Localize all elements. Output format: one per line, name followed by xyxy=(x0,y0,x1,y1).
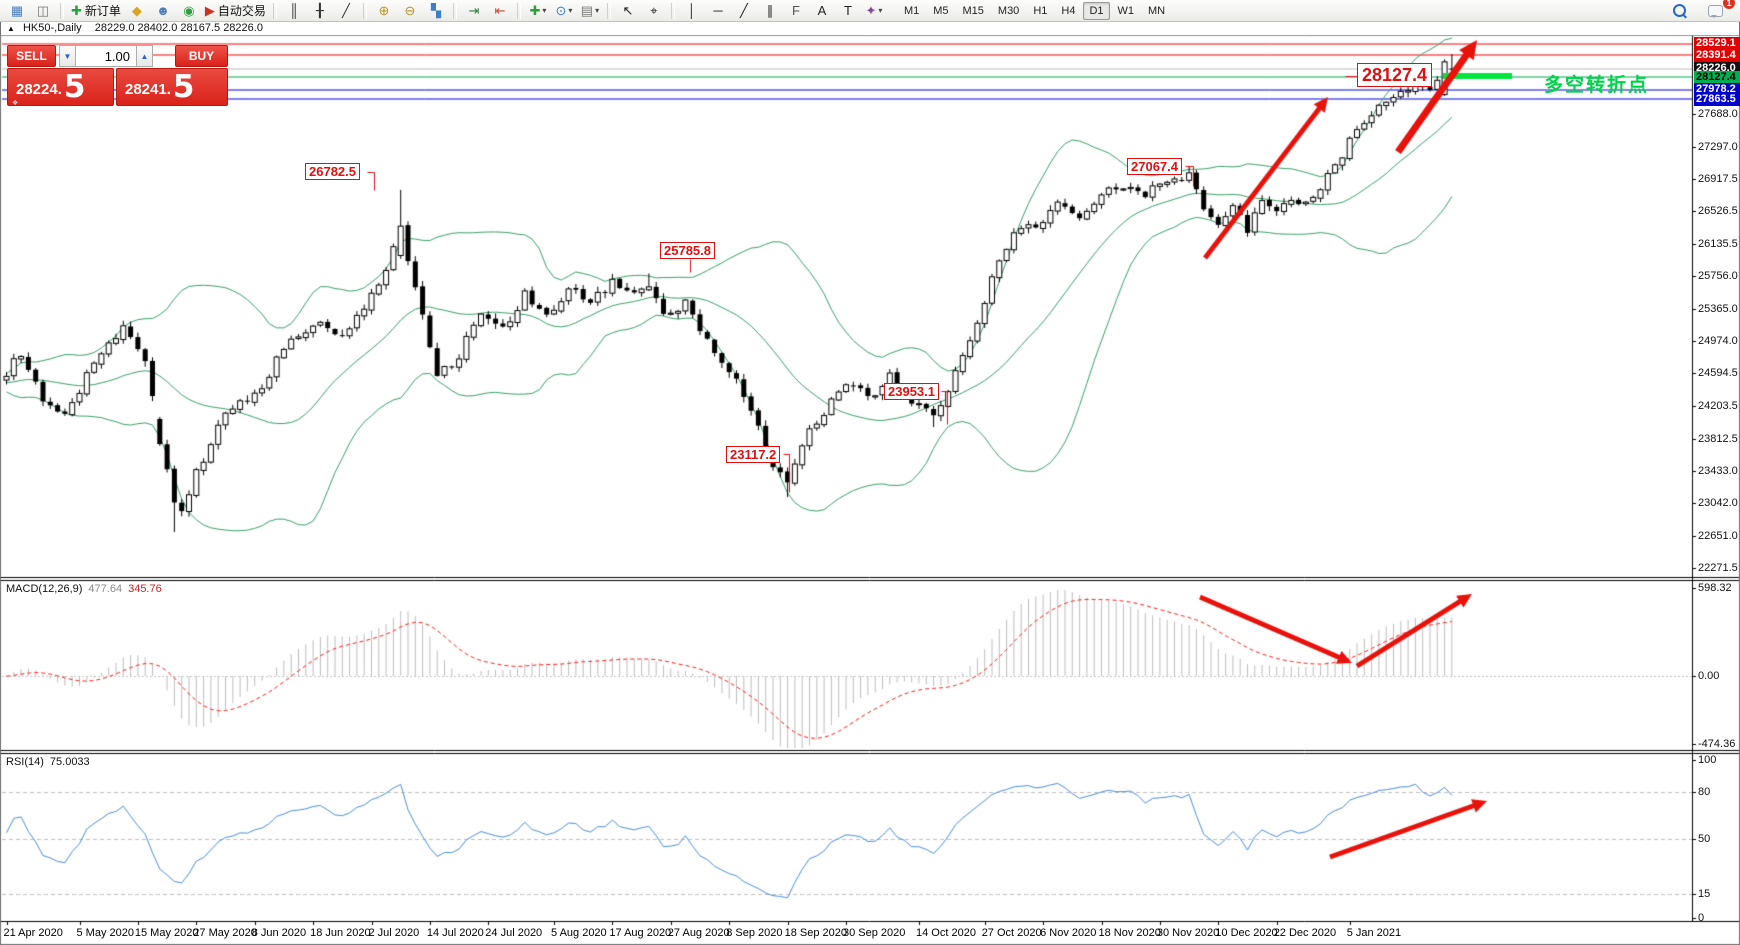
buy-button[interactable]: BUY xyxy=(175,45,228,67)
rsi-indicator-label: RSI(14) 75.0033 xyxy=(6,756,90,768)
date-axis-label: 5 Aug 2020 xyxy=(551,927,607,939)
date-axis-label: 22 Dec 2020 xyxy=(1273,927,1337,939)
price-axis-tick: 25756.0 xyxy=(1698,269,1738,282)
date-axis-label: 27 Aug 2020 xyxy=(667,927,730,939)
sell-button-label: SELL xyxy=(16,49,47,63)
volume-value: 1.00 xyxy=(104,48,130,64)
date-axis-label: 30 Nov 2020 xyxy=(1156,927,1220,939)
macd-indicator-label: MACD(12,26,9) 477.64 345.76 xyxy=(6,583,162,595)
date-axis-label: 18 Jun 2020 xyxy=(310,927,371,939)
date-axis-label: 14 Jul 2020 xyxy=(426,927,484,939)
price-axis-tick: 23042.0 xyxy=(1698,497,1738,510)
rsi-axis-tick: 15 xyxy=(1698,888,1711,900)
price-annotation[interactable]: 25785.8 xyxy=(660,242,715,259)
sell-price-dot: . xyxy=(57,81,62,98)
price-axis-tick: 24203.5 xyxy=(1698,400,1738,413)
date-axis-label: 8 Sep 2020 xyxy=(726,927,783,939)
date-axis-label: 21 Apr 2020 xyxy=(3,927,63,939)
date-axis-label: 30 Sep 2020 xyxy=(843,927,906,939)
chart-title-bar[interactable]: ▲ HK50-,Daily 28229.0 28402.0 28167.5 28… xyxy=(1,22,1739,35)
price-axis-tick: 22271.5 xyxy=(1698,562,1738,574)
date-axis-label: 14 Oct 2020 xyxy=(916,927,976,939)
date-axis-label: 2 Jul 2020 xyxy=(368,927,420,939)
macd-axis-tick: 0.00 xyxy=(1698,670,1720,682)
panel-drag-handle-icon[interactable]: ❖ xyxy=(12,100,19,107)
price-axis-tick: 27688.0 xyxy=(1698,108,1738,120)
bull-bear-pivot-text[interactable]: 多空转折点 xyxy=(1544,75,1650,96)
rsi-axis-tick: 0 xyxy=(1698,912,1705,924)
price-axis-tick: 24974.0 xyxy=(1698,335,1738,348)
price-axis-tick: 22651.0 xyxy=(1698,530,1738,543)
price-annotation[interactable]: 26782.5 xyxy=(305,163,360,180)
buy-price-main: 28241 xyxy=(125,81,167,98)
volume-stepper: ▼ 1.00 ▲ xyxy=(59,45,153,67)
price-level-badge: 27863.5 xyxy=(1694,92,1740,106)
price-annotation[interactable]: 23953.1 xyxy=(884,383,939,400)
price-axis-tick: 25365.0 xyxy=(1698,302,1738,315)
sell-price-display[interactable]: 28224 . 5 xyxy=(7,68,114,106)
chart-symbol-period: HK50-,Daily xyxy=(22,22,82,34)
date-axis-label: 17 Aug 2020 xyxy=(609,927,672,939)
date-axis-label: 18 Sep 2020 xyxy=(784,927,847,939)
macd-axis-tick: -474.36 xyxy=(1698,738,1736,750)
price-axis-tick: 23812.5 xyxy=(1698,432,1738,445)
rsi-axis-tick: 50 xyxy=(1698,833,1711,845)
price-annotation[interactable]: 28127.4 xyxy=(1357,63,1433,87)
price-axis-tick: 27297.0 xyxy=(1698,140,1738,153)
date-axis-label: 24 Jul 2020 xyxy=(485,927,543,939)
buy-price-pips: 5 xyxy=(172,69,195,105)
macd-axis-tick: 598.32 xyxy=(1698,582,1732,594)
price-axis-tick: 26135.5 xyxy=(1698,238,1738,251)
spin-up-icon: ▲ xyxy=(140,51,149,61)
rsi-name: RSI(14) xyxy=(6,756,44,768)
date-axis-label: 5 May 2020 xyxy=(76,927,134,939)
macd-signal-value: 345.76 xyxy=(128,583,162,595)
buy-button-label: BUY xyxy=(188,49,215,63)
date-axis-label: 27 May 2020 xyxy=(193,927,257,939)
spin-down-icon: ▼ xyxy=(63,51,72,61)
sell-price-pips: 5 xyxy=(63,69,86,105)
sell-button[interactable]: SELL xyxy=(7,45,56,67)
buy-price-display[interactable]: 28241 . 5 xyxy=(116,68,228,106)
macd-name: MACD(12,26,9) xyxy=(6,583,83,595)
price-axis-tick: 24594.5 xyxy=(1698,367,1738,380)
collapse-arrow-icon[interactable]: ▲ xyxy=(7,24,15,33)
price-level-badge: 28529.1 xyxy=(1694,37,1740,50)
date-axis-label: 10 Dec 2020 xyxy=(1215,927,1278,939)
one-click-trading-panel: SELL ▼ 1.00 ▲ BUY 28224 . 5 28241 . 5 ❖ xyxy=(7,45,228,107)
date-axis-label: 15 May 2020 xyxy=(134,927,199,939)
buy-price-dot: . xyxy=(166,81,171,98)
date-axis-label: 18 Nov 2020 xyxy=(1098,927,1161,939)
volume-input[interactable]: 1.00 xyxy=(76,45,136,67)
date-axis-label: 5 Jan 2021 xyxy=(1346,927,1402,939)
chart-ohlc-values: 28229.0 28402.0 28167.5 28226.0 xyxy=(94,22,263,34)
date-axis-label: 6 Nov 2020 xyxy=(1040,927,1097,939)
macd-value: 477.64 xyxy=(88,583,123,595)
price-axis-tick: 23433.0 xyxy=(1698,464,1738,477)
date-axis-label: 27 Oct 2020 xyxy=(981,927,1042,939)
price-level-badge: 28391.4 xyxy=(1694,48,1740,62)
sell-price-main: 28224 xyxy=(16,81,58,98)
price-axis-tick: 26917.5 xyxy=(1698,172,1738,185)
volume-increase-button[interactable]: ▲ xyxy=(136,45,153,67)
rsi-axis-tick: 80 xyxy=(1698,786,1711,798)
price-level-badge: 28127.4 xyxy=(1694,70,1740,84)
price-annotation[interactable]: 23117.2 xyxy=(726,446,781,463)
volume-decrease-button[interactable]: ▼ xyxy=(59,45,76,67)
rsi-axis-tick: 100 xyxy=(1698,754,1717,766)
price-annotation[interactable]: 27067.4 xyxy=(1127,158,1182,175)
date-axis-label: 8 Jun 2020 xyxy=(251,927,307,939)
rsi-value: 75.0033 xyxy=(49,756,90,768)
price-axis-tick: 26526.5 xyxy=(1698,205,1738,218)
